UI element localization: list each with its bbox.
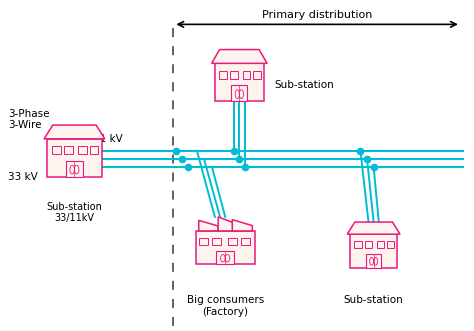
- Bar: [365, 241, 372, 248]
- Bar: [66, 161, 83, 177]
- Bar: [350, 234, 397, 267]
- Bar: [90, 146, 98, 154]
- Bar: [196, 231, 255, 264]
- Bar: [230, 71, 237, 78]
- Bar: [355, 241, 362, 248]
- Text: Sub-station: Sub-station: [344, 295, 403, 305]
- Bar: [78, 146, 87, 154]
- Text: Big consumers
(Factory): Big consumers (Factory): [187, 295, 264, 317]
- Bar: [199, 238, 209, 245]
- Bar: [231, 85, 247, 101]
- Bar: [377, 241, 384, 248]
- Polygon shape: [218, 217, 238, 231]
- Bar: [387, 241, 394, 248]
- Text: 33 kV: 33 kV: [9, 172, 38, 182]
- Bar: [217, 251, 234, 264]
- Bar: [228, 238, 237, 245]
- Text: Primary distribution: Primary distribution: [262, 10, 372, 21]
- Bar: [243, 71, 250, 78]
- Bar: [212, 238, 221, 245]
- Bar: [366, 254, 381, 267]
- Bar: [219, 71, 227, 78]
- Bar: [47, 139, 101, 177]
- Bar: [52, 146, 61, 154]
- Polygon shape: [199, 220, 218, 231]
- Text: 11 kV: 11 kV: [93, 134, 123, 144]
- Polygon shape: [347, 222, 400, 234]
- Bar: [64, 146, 73, 154]
- Text: 3-Phase
3-Wire: 3-Phase 3-Wire: [9, 109, 50, 130]
- Polygon shape: [232, 220, 252, 231]
- Text: Sub-station
33/11kV: Sub-station 33/11kV: [46, 202, 102, 223]
- Bar: [253, 71, 261, 78]
- Text: Sub-station: Sub-station: [275, 80, 335, 90]
- Polygon shape: [44, 125, 105, 139]
- Polygon shape: [212, 50, 267, 63]
- Bar: [215, 63, 264, 101]
- Bar: [240, 238, 250, 245]
